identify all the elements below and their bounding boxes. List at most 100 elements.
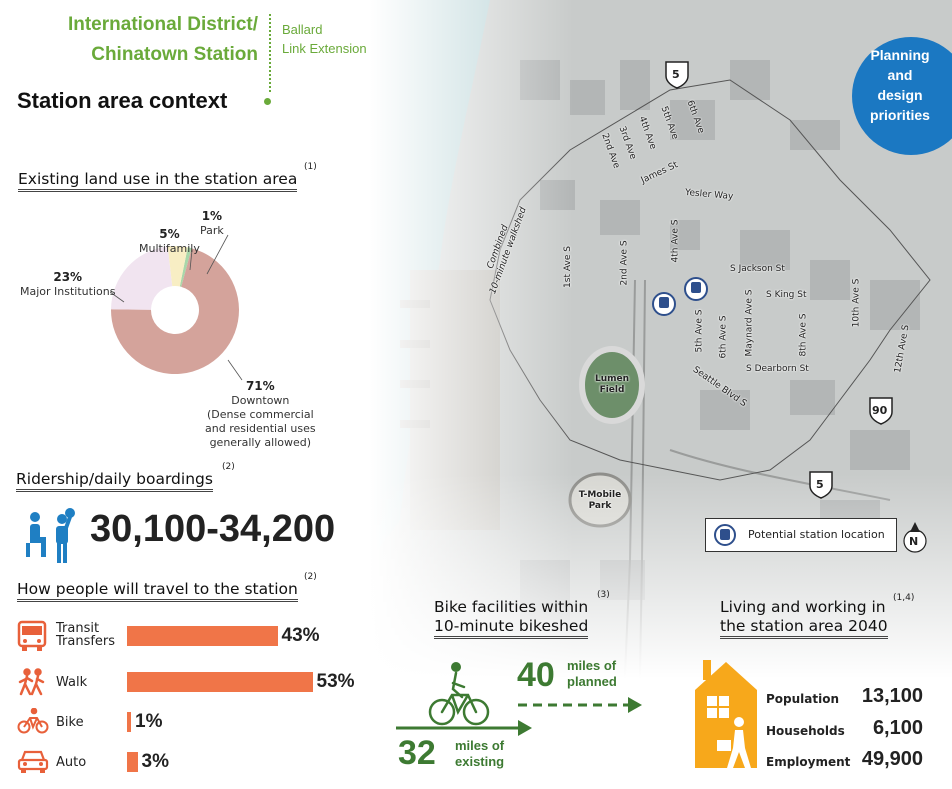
hwy-90-label: 90 (872, 404, 888, 417)
ridership-value: 30,100-34,200 (90, 508, 336, 550)
north-arrow-icon (903, 522, 927, 553)
mode-label-transit-line1: Transit (56, 621, 100, 636)
mode-bar-walk (127, 672, 313, 692)
bike-existing-line2: existing (455, 754, 505, 769)
slice-institutions-pct: 23% (53, 270, 83, 284)
ridership-footnote: (2) (222, 462, 235, 472)
land-use-footnote: (1) (304, 162, 317, 172)
donut-slice-major-institutions (111, 246, 173, 310)
walking-icon (18, 668, 45, 696)
page-title: Station area context (17, 88, 228, 113)
land-use-donut (110, 234, 243, 381)
slice-downtown-name: Downtown (231, 394, 290, 407)
land-use-heading-text: Existing land use in the station area (18, 170, 298, 188)
bike-existing-label: miles of existing (455, 738, 504, 770)
leader-multifamily (189, 249, 193, 271)
street-10th-ave-s: 10th Ave S (851, 278, 862, 328)
bike-planned-line1: miles of (567, 658, 617, 673)
donut-slice-downtown (111, 248, 239, 374)
street-4th-ave-s: 4th Ave S (670, 219, 681, 263)
station-marker-icon (714, 524, 736, 546)
living-heading-line1: Living and working in (720, 598, 886, 616)
mode-bar-auto (127, 752, 138, 772)
slice-label-multifamily: 5% Multifamily (139, 227, 200, 256)
hwy-5-south-label: 5 (816, 478, 824, 491)
bike-existing-value: 32 (398, 734, 436, 772)
rider-icon (26, 508, 75, 563)
slice-label-downtown: 71% Downtown (Dense commercial and resid… (205, 379, 316, 450)
ridership-heading-text: Ridership/daily boardings (16, 470, 213, 488)
street-s-dearborn-st: S Dearborn St (746, 364, 809, 374)
bike-footnote: (3) (597, 590, 610, 600)
street-8th-ave-s: 8th Ave S (798, 313, 809, 357)
legend-label: Potential station location (748, 528, 885, 541)
title-dot (264, 98, 271, 105)
hwy-5-north-label: 5 (672, 68, 680, 81)
living-heading-line2: the station area 2040 (720, 617, 888, 639)
donut-slice-multifamily (167, 246, 188, 287)
stat-label-employment: Employment (766, 755, 851, 769)
leader-park (206, 234, 229, 275)
slice-downtown-note3: generally allowed) (209, 436, 312, 449)
mode-label-transit-line2: Transfers (56, 634, 116, 649)
station-name-line2: Chinatown Station (91, 44, 258, 65)
travel-heading: How people will travel to the station (17, 580, 298, 602)
mode-pct-bike: 1% (135, 711, 163, 732)
donut-slice-park (179, 247, 192, 287)
slice-label-park: 1% Park (200, 209, 224, 238)
project-name-line1: Ballard (282, 22, 323, 37)
venue-lumen-field: Lumen Field (594, 374, 630, 395)
project-name-line2: Link Extension (282, 41, 367, 56)
mode-label-bike: Bike (56, 715, 84, 730)
planning-line4: priorities (870, 107, 930, 123)
slice-multifamily-pct: 5% (159, 227, 180, 241)
street-5th-ave-s: 5th Ave S (694, 309, 705, 353)
bike-heading-line2: 10-minute bikeshed (434, 617, 589, 639)
street-1st-ave-s: 1st Ave S (562, 246, 573, 288)
mode-bar-bike (127, 712, 131, 732)
house-worker-icon (695, 660, 757, 768)
bike-heading: Bike facilities within 10-minute bikeshe… (434, 598, 589, 639)
street-maynard-ave-s: Maynard Ave S (744, 289, 755, 357)
bike-planned-label: miles of planned (567, 658, 617, 690)
street-2nd-ave-s: 2nd Ave S (619, 240, 630, 286)
car-icon (17, 750, 49, 773)
land-use-heading: Existing land use in the station area (18, 170, 298, 192)
bike-planned-line2: planned (567, 674, 617, 689)
project-name: Ballard Link Extension (282, 20, 367, 58)
slice-institutions-name: Major Institutions (20, 285, 116, 298)
travel-heading-text: How people will travel to the station (17, 580, 298, 598)
travel-footnote: (2) (304, 572, 317, 582)
header-divider (269, 14, 271, 92)
mode-pct-walk: 53% (316, 671, 355, 692)
stat-value-employment: 49,900 (861, 748, 923, 770)
bike-arrows (396, 662, 642, 736)
slice-downtown-pct: 71% (245, 379, 275, 393)
mode-pct-auto: 3% (141, 751, 169, 772)
aerial-map-graphic (370, 0, 952, 789)
ridership-heading: Ridership/daily boardings (16, 470, 213, 492)
mode-label-walk: Walk (56, 675, 88, 690)
bicycle-icon (17, 708, 49, 734)
station-name-line1: International District/ (67, 14, 258, 35)
stat-label-households: Households (766, 724, 845, 738)
slice-park-pct: 1% (201, 209, 223, 223)
planning-line2: and (887, 67, 913, 83)
venue-t-mobile-park: T-Mobile Park (578, 490, 622, 511)
bike-heading-line1: Bike facilities within (434, 598, 589, 616)
slice-multifamily-name: Multifamily (139, 242, 200, 255)
planning-line3: design (877, 87, 923, 103)
street-6th-ave-s: 6th Ave S (718, 315, 729, 359)
aerial-map: 5 90 5 2nd Ave 3rd Ave 4th Ave 5th Ave 6… (370, 0, 952, 789)
street-s-king-st: S King St (766, 290, 807, 300)
leader-institutions (110, 291, 125, 303)
planning-priorities-button[interactable]: Planning and design priorities (852, 37, 952, 155)
slice-downtown-note2: and residential uses (205, 422, 316, 435)
stat-value-households: 6,100 (872, 717, 923, 739)
street-s-jackson-st: S Jackson St (730, 264, 785, 274)
bike-planned-value: 40 (517, 656, 555, 694)
mode-label-auto: Auto (56, 755, 87, 770)
mode-label-transit: Transit Transfers (56, 622, 115, 648)
living-footnote: (1,4) (893, 593, 915, 603)
leader-downtown (227, 359, 243, 381)
